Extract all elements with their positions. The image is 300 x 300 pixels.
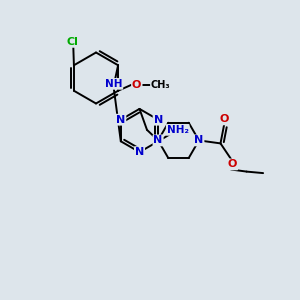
Text: NH₂: NH₂ <box>167 125 189 135</box>
Text: O: O <box>219 114 229 124</box>
Text: O: O <box>228 159 237 170</box>
Text: Cl: Cl <box>67 37 78 47</box>
Text: CH₃: CH₃ <box>151 80 170 90</box>
Text: N: N <box>154 135 163 146</box>
Text: N: N <box>154 115 163 125</box>
Text: NH: NH <box>105 79 122 89</box>
Text: N: N <box>116 115 125 125</box>
Text: N: N <box>194 135 203 146</box>
Text: O: O <box>132 80 141 90</box>
Text: N: N <box>135 147 144 157</box>
